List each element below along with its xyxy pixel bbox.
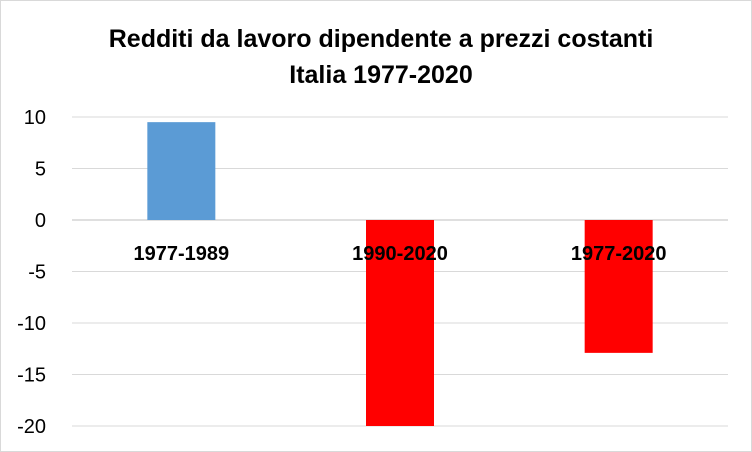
- x-category-label: 1977-1989: [134, 243, 230, 265]
- y-tick-label: -15: [17, 365, 46, 387]
- chart-title-block: Redditi da lavoro dipendente a prezzi co…: [1, 21, 752, 93]
- y-tick-label: 10: [24, 107, 46, 129]
- y-axis: 10 5 0 -5 -10 -15 -20: [17, 107, 46, 438]
- x-category-label: 1990-2020: [352, 243, 448, 265]
- x-axis-labels: 1977-1989 1990-2020 1977-2020: [134, 243, 667, 265]
- y-tick-label: -5: [28, 262, 46, 284]
- y-tick-label: -20: [17, 416, 46, 438]
- y-tick-label: -10: [17, 313, 46, 335]
- bars: [147, 122, 653, 426]
- bar: [366, 220, 434, 426]
- chart-title: Redditi da lavoro dipendente a prezzi co…: [108, 25, 654, 53]
- y-tick-label: 0: [35, 210, 46, 232]
- bar: [147, 122, 216, 220]
- bar: [584, 220, 653, 353]
- x-category-label: 1977-2020: [571, 243, 667, 265]
- y-tick-label: 5: [35, 159, 46, 181]
- chart-subtitle: Italia 1977-2020: [289, 61, 473, 89]
